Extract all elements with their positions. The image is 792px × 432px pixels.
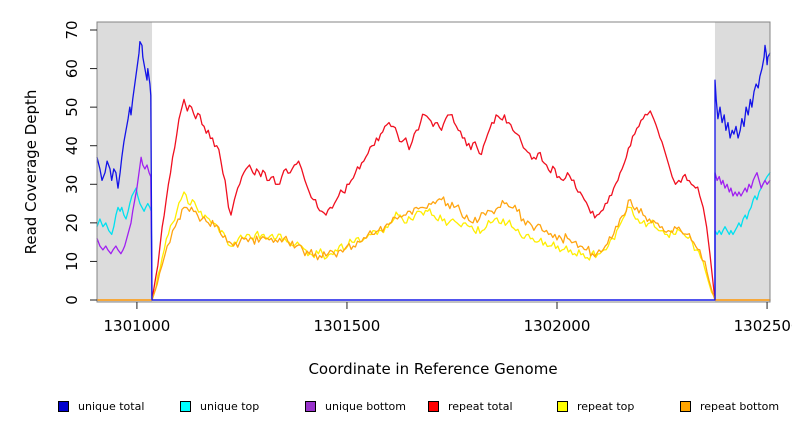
- legend-item-repeat-total: repeat total: [428, 398, 513, 415]
- x-tick-label: 1301000: [104, 317, 171, 335]
- legend-swatch: [428, 401, 439, 412]
- y-tick-label: 60: [63, 59, 81, 78]
- legend-swatch: [305, 401, 316, 412]
- shaded-region: [97, 22, 153, 302]
- series-line-repeat-total: [96, 98, 771, 301]
- legend-item-unique-total: unique total: [58, 398, 144, 415]
- y-tick-label: 20: [63, 213, 81, 232]
- y-axis-title: Read Coverage Depth: [22, 90, 40, 255]
- y-tick-label: 70: [63, 20, 81, 39]
- legend-label: repeat top: [577, 400, 635, 413]
- legend-item-repeat-top: repeat top: [557, 398, 634, 415]
- legend-label: repeat bottom: [700, 400, 780, 413]
- series-line-unique-total: [96, 40, 771, 301]
- series-line-repeat-bottom: [96, 196, 771, 301]
- y-tick-label: 30: [63, 175, 81, 194]
- legend-swatch: [58, 401, 69, 412]
- plot-border: [96, 21, 771, 303]
- y-tick-label: 0: [63, 295, 81, 305]
- y-tick-label: 50: [63, 98, 81, 117]
- shaded-region: [714, 22, 770, 302]
- y-tick-label: 40: [63, 136, 81, 155]
- legend-label: unique total: [78, 400, 145, 413]
- x-tick-label: 1302000: [524, 317, 591, 335]
- x-axis-title: Coordinate in Reference Genome: [308, 360, 557, 378]
- legend-item-repeat-bottom: repeat bottom: [680, 398, 779, 415]
- series-line-repeat-top: [96, 191, 771, 301]
- legend-swatch: [180, 401, 191, 412]
- legend-label: unique bottom: [325, 400, 407, 413]
- x-tick-label: 1301500: [314, 317, 381, 335]
- shaded-flank-regions: [97, 22, 770, 302]
- legend-item-unique-top: unique top: [180, 398, 259, 415]
- legend-label: repeat total: [448, 400, 513, 413]
- series-lines: [96, 40, 771, 301]
- legend-item-unique-bottom: unique bottom: [305, 398, 406, 415]
- y-tick-label: 10: [63, 252, 81, 271]
- legend-swatch: [680, 401, 691, 412]
- legend-label: unique top: [200, 400, 260, 413]
- legend-swatch: [557, 401, 568, 412]
- series-line-unique-bottom: [96, 156, 771, 301]
